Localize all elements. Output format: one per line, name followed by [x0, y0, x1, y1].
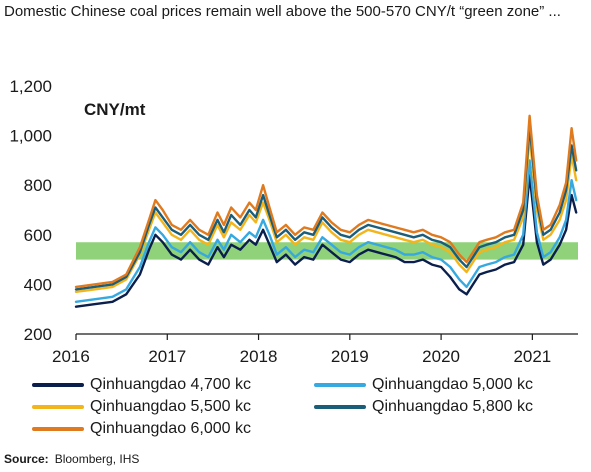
legend-item: Qinhuangdao 5,500 kc — [32, 398, 251, 416]
legend-item: Qinhuangdao 5,800 kc — [314, 398, 533, 416]
source-note: Source: Bloomberg, IHS — [4, 452, 139, 466]
y-tick-label: 600 — [24, 226, 52, 245]
legend-swatch — [314, 405, 366, 409]
y-tick-label: 400 — [24, 275, 52, 294]
legend-swatch — [32, 405, 84, 409]
series-line-1 — [74, 174, 578, 308]
legend-swatch — [32, 427, 84, 431]
series-lines — [74, 114, 578, 308]
y-tick-label: 200 — [24, 325, 52, 344]
x-tick-label: 2021 — [513, 347, 551, 366]
series-line-5 — [74, 114, 578, 289]
y-tick-label: 1,000 — [9, 127, 52, 146]
legend-swatch — [314, 383, 366, 387]
x-tick-label: 2019 — [331, 347, 369, 366]
y-tick-label: 1,200 — [9, 77, 52, 96]
legend-label: Qinhuangdao 5,000 kc — [372, 376, 534, 393]
y-tick-label: 800 — [24, 176, 52, 195]
legend-label: Qinhuangdao 5,500 kc — [90, 398, 252, 415]
series-line-3 — [74, 134, 578, 293]
series-line-4 — [74, 124, 578, 291]
source-text: Bloomberg, IHS — [54, 452, 140, 466]
x-tick-label: 2016 — [52, 347, 90, 366]
legend-label: Qinhuangdao 5,800 kc — [372, 398, 534, 415]
chart-axes: 200 400 600 800 1,000 1,200 2016 2017 2018 2019 20… — [9, 77, 578, 366]
legend-item: Qinhuangdao 4,700 kc — [32, 376, 251, 394]
x-tick-label: 2020 — [422, 347, 460, 366]
source-label: Source: — [4, 452, 49, 466]
chart-title: Domestic Chinese coal prices remain well… — [4, 3, 561, 20]
x-tick-label: 2018 — [240, 347, 278, 366]
legend-label: Qinhuangdao 4,700 kc — [90, 376, 252, 393]
legend-item: Qinhuangdao 6,000 kc — [32, 420, 251, 438]
legend-label: Qinhuangdao 6,000 kc — [90, 420, 252, 437]
y-axis-label: CNY/mt — [84, 100, 146, 119]
series-line-2 — [74, 159, 578, 303]
x-tick-label: 2017 — [148, 347, 186, 366]
legend-item: Qinhuangdao 5,000 kc — [314, 376, 533, 394]
line-chart: 200 400 600 800 1,000 1,200 2016 2017 2018 2019 20… — [9, 77, 578, 366]
legend-swatch — [32, 383, 84, 387]
